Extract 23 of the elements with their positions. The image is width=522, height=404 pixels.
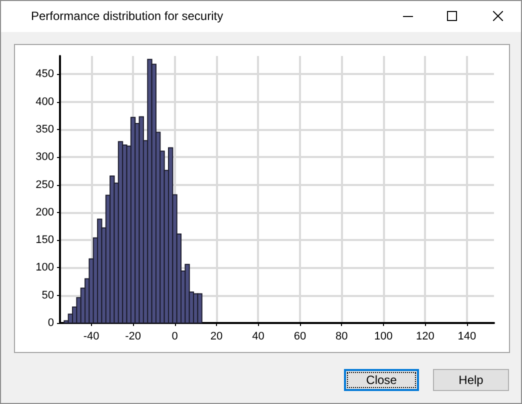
y-tick-label: 200 [36,206,54,218]
x-tick-label: -20 [125,330,141,342]
x-tick-label: 20 [210,330,223,342]
x-tick-label: 100 [374,330,393,342]
x-tick-label: -40 [83,330,100,342]
y-tick-label: 300 [36,151,54,164]
y-tick-label: 150 [36,234,54,246]
x-tick-label: 80 [336,330,348,342]
y-tick-label: 450 [36,68,54,80]
chart-title: Performance distribution for security [31,9,224,23]
x-tick-label: 140 [458,330,476,342]
y-tick-label: 250 [36,178,54,191]
x-tick-label: 40 [252,330,264,342]
y-tick-label: 350 [36,124,54,136]
close-button[interactable]: Close [344,369,419,391]
y-tick-label: 100 [36,262,54,274]
y-tick-label: 0 [48,317,54,329]
x-tick-label: 0 [172,330,178,342]
x-tick-label: 60 [294,330,306,342]
y-tick-label: 400 [36,96,54,108]
x-tick-label: 120 [416,330,434,342]
y-tick-label: 50 [42,289,54,302]
help-button[interactable]: Help [433,369,509,391]
